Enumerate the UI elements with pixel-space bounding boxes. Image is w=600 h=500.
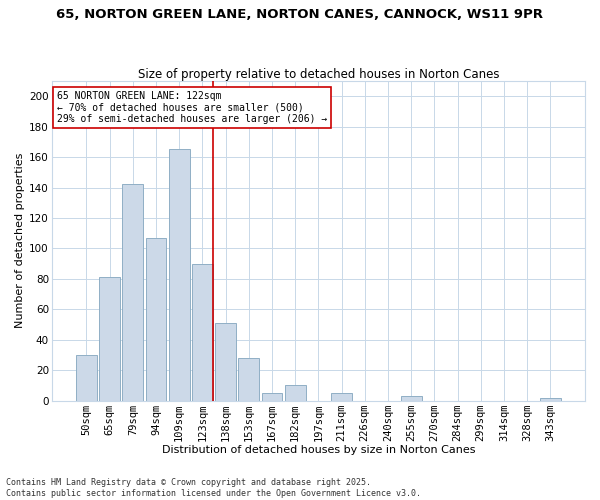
Bar	[99, 278, 120, 400]
Bar	[169, 150, 190, 400]
Text: 65 NORTON GREEN LANE: 122sqm
← 70% of detached houses are smaller (500)
29% of s: 65 NORTON GREEN LANE: 122sqm ← 70% of de…	[57, 90, 327, 124]
X-axis label: Distribution of detached houses by size in Norton Canes: Distribution of detached houses by size …	[161, 445, 475, 455]
Bar	[401, 396, 422, 400]
Bar	[146, 238, 166, 400]
Bar	[285, 386, 305, 400]
Bar	[122, 184, 143, 400]
Bar	[215, 323, 236, 400]
Bar	[262, 393, 283, 400]
Text: Contains HM Land Registry data © Crown copyright and database right 2025.
Contai: Contains HM Land Registry data © Crown c…	[6, 478, 421, 498]
Title: Size of property relative to detached houses in Norton Canes: Size of property relative to detached ho…	[137, 68, 499, 81]
Bar	[192, 264, 213, 400]
Bar	[540, 398, 561, 400]
Bar	[331, 393, 352, 400]
Bar	[238, 358, 259, 401]
Y-axis label: Number of detached properties: Number of detached properties	[15, 153, 25, 328]
Text: 65, NORTON GREEN LANE, NORTON CANES, CANNOCK, WS11 9PR: 65, NORTON GREEN LANE, NORTON CANES, CAN…	[56, 8, 544, 20]
Bar	[76, 355, 97, 401]
